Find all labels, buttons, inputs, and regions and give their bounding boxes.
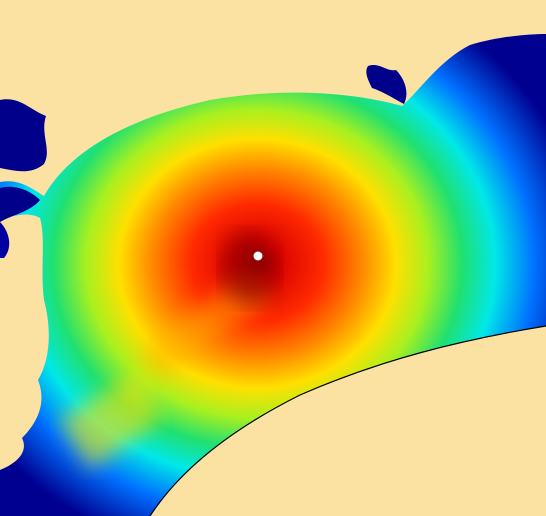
storm-center [253, 251, 263, 261]
bay [0, 222, 10, 258]
open-boundary [149, 325, 546, 516]
bay [0, 186, 40, 222]
bay [0, 99, 47, 172]
bay [366, 65, 407, 104]
